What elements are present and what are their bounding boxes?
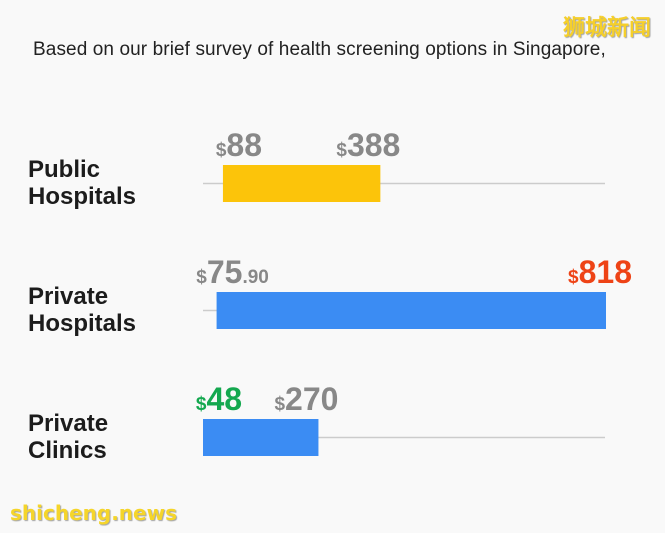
low-price-label-private-hospitals: $75.90 — [196, 254, 269, 290]
low-price-label-private-clinics: $48 — [196, 381, 242, 417]
high-price-label-private-clinics: $270 — [274, 381, 338, 417]
intro-text: Based on our brief survey of health scre… — [33, 39, 606, 60]
high-price-label-private-hospitals: $818 — [568, 254, 632, 290]
high-price-label-public-hospitals: $388 — [336, 127, 400, 163]
category-label-private-clinics: Private Clinics — [28, 410, 108, 464]
watermark-bottom: shicheng.news — [10, 501, 177, 525]
bar-private-hospitals — [216, 292, 606, 329]
category-label-private-hospitals: Private Hospitals — [28, 283, 136, 337]
bar-private-clinics — [203, 419, 319, 456]
category-label-public-hospitals: Public Hospitals — [28, 156, 136, 210]
low-price-label-public-hospitals: $88 — [216, 127, 262, 163]
bar-public-hospitals — [222, 165, 381, 202]
watermark-top: 狮城新闻 — [562, 16, 651, 41]
